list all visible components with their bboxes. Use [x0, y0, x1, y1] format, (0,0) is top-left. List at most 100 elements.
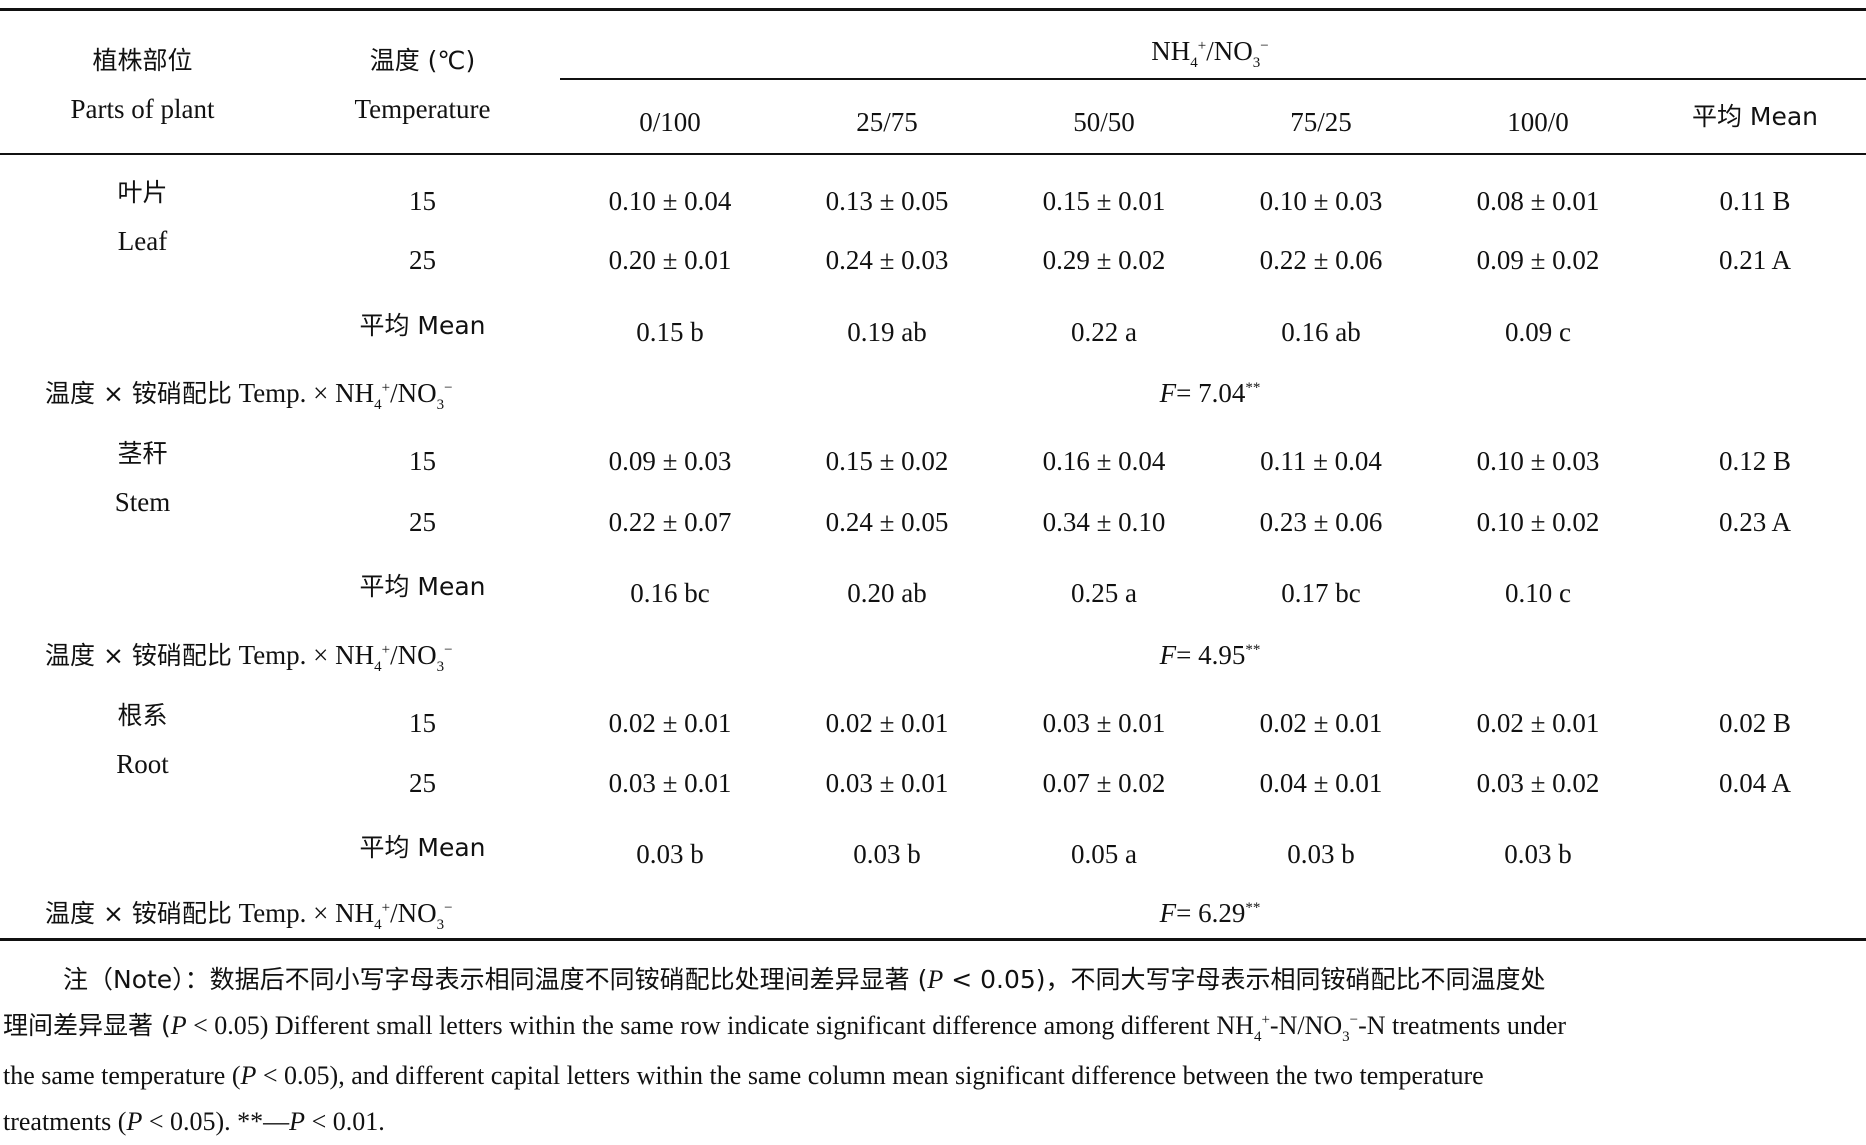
sub3: 3 [1342, 1029, 1350, 1045]
cell: 0.29 ± 0.02 [1042, 245, 1166, 275]
sup-plus: + [381, 642, 391, 658]
note-p2: P [289, 1107, 306, 1136]
row-mean: 0.04 A [1718, 768, 1791, 798]
note-l4-text2: < 0.05). **— [142, 1107, 290, 1136]
note-p: P [126, 1107, 143, 1136]
cell: 0.08 ± 0.01 [1476, 186, 1600, 216]
note-l1-mid: < 0.05)，不同大写字母表示相同铵硝配比不同温度处 [943, 965, 1546, 994]
col-mean: 0.25 a [1071, 578, 1137, 608]
ratio-sup-minus: − [1260, 38, 1269, 54]
note-p: P [170, 1011, 187, 1040]
section-part-zh: 茎秆 [117, 439, 168, 468]
sub4: 4 [1253, 1029, 1262, 1045]
cell: 0.10 ± 0.03 [1259, 186, 1383, 216]
header-temp-zh: 温度 (℃) [369, 46, 476, 75]
no: /NO [390, 378, 437, 408]
interaction-en: Temp. × NH [238, 640, 375, 670]
sup-plus: + [381, 380, 391, 396]
section-part-en: Leaf [117, 226, 168, 256]
col-header-3: 75/25 [1290, 107, 1352, 137]
header-part-zh: 植株部位 [92, 46, 193, 75]
ratio-sup-plus: + [1197, 38, 1207, 54]
bottom-rule [0, 938, 1866, 941]
row-temp: 15 [409, 186, 436, 216]
sup-plus: + [381, 900, 391, 916]
cell: 0.23 ± 0.06 [1259, 507, 1383, 537]
note-line-2: 理间差异显著 (P < 0.05) Different small letter… [3, 1003, 1863, 1053]
sub4: 4 [374, 917, 382, 933]
row-mean: 0.02 B [1718, 708, 1791, 738]
f-statistic: F= 7.04** [1060, 376, 1360, 415]
cell: 0.09 ± 0.02 [1476, 245, 1600, 275]
interaction-label: 温度 × 铵硝配比 Temp. × NH4+/NO3− [45, 896, 453, 935]
row-mean: 0.11 B [1719, 186, 1791, 216]
f-star: ** [1245, 380, 1261, 396]
col-mean: 0.03 b [1287, 839, 1355, 869]
col-mean: 0.15 b [636, 317, 704, 347]
cell: 0.02 ± 0.01 [825, 708, 949, 738]
col-mean: 0.17 bc [1281, 578, 1361, 608]
sub3: 3 [436, 917, 445, 933]
mean-label: 平均 Mean [359, 833, 486, 862]
no: /NO [390, 640, 437, 670]
interaction-zh: 温度 × 铵硝配比 [45, 379, 232, 408]
cell: 0.03 ± 0.01 [1042, 708, 1166, 738]
sub4: 4 [374, 397, 382, 413]
cell: 0.10 ± 0.02 [1476, 507, 1600, 537]
section-part-zh: 根系 [117, 701, 168, 730]
row-mean: 0.12 B [1718, 446, 1791, 476]
interaction-en: Temp. × NH [238, 898, 375, 928]
col-mean: 0.09 c [1505, 317, 1571, 347]
header-part-en: Parts of plant [70, 94, 215, 124]
cell: 0.02 ± 0.01 [1259, 708, 1383, 738]
col-mean: 0.03 b [853, 839, 921, 869]
table-note: 注（Note）：数据后不同小写字母表示相同温度不同铵硝配比处理间差异显著 (P … [3, 957, 1863, 1145]
interaction-zh: 温度 × 铵硝配比 [45, 641, 232, 670]
header-ratio: NH4+/NO3− [1060, 34, 1360, 73]
cell: 0.04 ± 0.01 [1259, 768, 1383, 798]
note-p: P [927, 965, 944, 994]
col-header-0: 0/100 [639, 107, 701, 137]
cell: 0.03 ± 0.02 [1476, 768, 1600, 798]
cell: 0.02 ± 0.01 [1476, 708, 1600, 738]
row-temp: 25 [409, 507, 436, 537]
ratio-underline [560, 78, 1866, 80]
interaction-zh: 温度 × 铵硝配比 [45, 899, 232, 928]
sup-minus: − [1349, 1012, 1359, 1028]
col-header-4: 100/0 [1507, 107, 1569, 137]
row-mean: 0.23 A [1718, 507, 1791, 537]
note-line-1: 注（Note）：数据后不同小写字母表示相同温度不同铵硝配比处理间差异显著 (P … [3, 957, 1863, 1003]
ratio-sub3: 3 [1252, 55, 1261, 71]
row-temp: 25 [409, 245, 436, 275]
f-letter: F [1159, 640, 1177, 670]
f-letter: F [1159, 378, 1177, 408]
f-star: ** [1245, 642, 1261, 658]
note-l4-text: treatments ( [3, 1107, 127, 1136]
col-header-1: 25/75 [856, 107, 918, 137]
cell: 0.03 ± 0.01 [825, 768, 949, 798]
col-header-2: 50/50 [1073, 107, 1135, 137]
col-mean: 0.16 bc [630, 578, 710, 608]
mean-label: 平均 Mean [359, 572, 486, 601]
note-l2-text3: -N treatments under [1358, 1011, 1567, 1040]
cell: 0.24 ± 0.03 [825, 245, 949, 275]
cell: 0.11 ± 0.04 [1260, 446, 1382, 476]
sup-plus: + [1261, 1012, 1270, 1028]
note-line-3: the same temperature (P < 0.05), and dif… [3, 1053, 1863, 1099]
note-l3-text2: < 0.05), and different capital letters w… [256, 1061, 1484, 1090]
row-temp: 15 [409, 708, 436, 738]
cell: 0.10 ± 0.04 [608, 186, 732, 216]
note-l2-zh: 理间差异显著 ( [3, 1011, 171, 1040]
ratio-no: /NO [1206, 36, 1253, 66]
col-mean: 0.19 ab [847, 317, 927, 347]
cell: 0.02 ± 0.01 [608, 708, 732, 738]
note-l3-text: the same temperature ( [3, 1061, 241, 1090]
note-l2-text2: -N/NO [1269, 1011, 1343, 1040]
mean-label: 平均 Mean [359, 311, 486, 340]
cell: 0.10 ± 0.03 [1476, 446, 1600, 476]
cell: 0.20 ± 0.01 [608, 245, 732, 275]
ratio-sub4: 4 [1190, 55, 1198, 71]
sup-minus: − [444, 900, 453, 916]
note-l4-text3: < 0.01. [305, 1107, 385, 1136]
note-l2-text: < 0.05) Different small letters within t… [186, 1011, 1254, 1040]
